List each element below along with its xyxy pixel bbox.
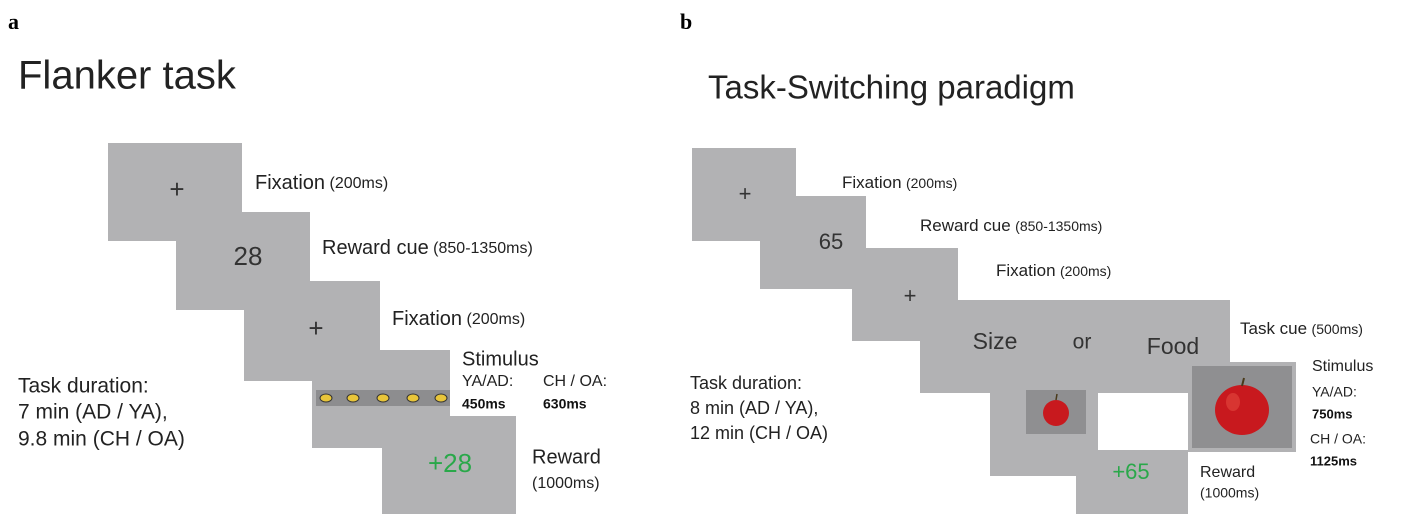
screen-text: +28 xyxy=(428,448,472,478)
panel-b: b Task-Switching paradigm + Fixation (20… xyxy=(680,9,1373,514)
step-label: Stimulus xyxy=(1312,358,1373,375)
panel-title: Task-Switching paradigm xyxy=(708,69,1075,106)
task-option: Size xyxy=(973,328,1018,354)
time: 1125ms xyxy=(1310,453,1357,468)
duration: (200ms) xyxy=(466,311,525,328)
screen-text: + xyxy=(169,174,184,204)
time: 630ms xyxy=(543,396,587,412)
label: Fixation xyxy=(392,308,462,330)
screen xyxy=(920,300,1120,393)
screen-text: 28 xyxy=(234,241,263,271)
group: YA/AD: xyxy=(462,373,513,390)
task-duration: Task duration: xyxy=(18,375,149,398)
step-label: Task cue (500ms) xyxy=(1240,319,1363,338)
screen xyxy=(1076,450,1188,514)
label: Fixation xyxy=(996,261,1056,280)
screen xyxy=(760,196,866,289)
task-option: or xyxy=(1073,331,1092,354)
task-duration: Task duration: xyxy=(690,373,802,393)
duration: (200ms) xyxy=(1060,263,1111,279)
panel-letter: b xyxy=(680,9,692,34)
step-label: Reward xyxy=(1200,464,1255,481)
step-label: Reward cue (850-1350ms) xyxy=(322,237,533,259)
label: Fixation xyxy=(842,173,902,192)
time: 750ms xyxy=(1312,406,1352,421)
duration: (850-1350ms) xyxy=(1015,218,1102,234)
panel-a: a Flanker task + Fixation (200ms) 28 Rew… xyxy=(8,9,607,514)
time: 450ms xyxy=(462,396,506,412)
screen xyxy=(382,416,516,514)
duration: (1000ms) xyxy=(532,475,600,492)
duration: (1000ms) xyxy=(1200,485,1259,501)
step-label: Reward cue (850-1350ms) xyxy=(920,216,1102,235)
panel-letter: a xyxy=(8,9,19,34)
step-label: Fixation (200ms) xyxy=(842,173,957,192)
step-label: Fixation (200ms) xyxy=(255,172,388,194)
duration: (500ms) xyxy=(1312,321,1363,337)
task-duration: 12 min (CH / OA) xyxy=(690,423,828,443)
group: CH / OA: xyxy=(1310,431,1366,447)
task-duration: 8 min (AD / YA), xyxy=(690,398,818,418)
task-option: Food xyxy=(1147,333,1199,359)
screen-text: + xyxy=(739,181,752,206)
duration: (200ms) xyxy=(906,175,957,191)
task-duration: 9.8 min (CH / OA) xyxy=(18,428,185,451)
label: Fixation xyxy=(255,172,325,194)
step-label: Reward xyxy=(532,446,601,468)
duration: (850-1350ms) xyxy=(433,240,533,257)
group: YA/AD: xyxy=(1312,384,1357,400)
screen-text: 65 xyxy=(819,229,843,254)
screen-text: + xyxy=(308,313,323,343)
group: CH / OA: xyxy=(543,373,607,390)
step-label: Stimulus xyxy=(462,348,539,370)
apple-image xyxy=(1026,390,1086,434)
label: Reward cue xyxy=(322,237,429,259)
panel-title: Flanker task xyxy=(18,54,237,98)
screen-text: + xyxy=(904,283,917,308)
task-duration: 7 min (AD / YA), xyxy=(18,401,168,424)
step-label: Fixation (200ms) xyxy=(392,308,525,330)
label: Reward cue xyxy=(920,216,1011,235)
apple-image xyxy=(1192,366,1292,448)
step-label: Fixation (200ms) xyxy=(996,261,1111,280)
screen-text: +65 xyxy=(1112,459,1149,484)
duration: (200ms) xyxy=(329,175,388,192)
bee-stimulus xyxy=(316,390,450,406)
label: Task cue xyxy=(1240,319,1307,338)
